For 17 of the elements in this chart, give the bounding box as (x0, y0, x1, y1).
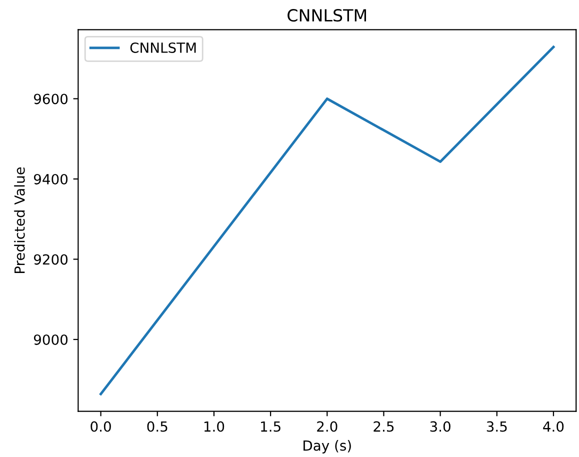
x-tick-label: 1.0 (204, 421, 224, 432)
x-tick-label: 3.0 (430, 421, 450, 432)
x-tick-label: 2.5 (374, 421, 394, 432)
y-axis-title: Predicted Value (14, 167, 25, 274)
x-tick-label: 3.5 (486, 421, 507, 432)
x-tick-label: 2.0 (317, 421, 338, 432)
chart-title: CNNLSTM (288, 9, 366, 22)
y-tick-label: 9200 (34, 254, 68, 265)
x-tick-label: 4.0 (543, 421, 564, 432)
x-axis-title: Day (s) (304, 440, 351, 454)
y-tick-label: 9400 (34, 174, 68, 184)
y-tick-label: 9600 (34, 94, 68, 104)
legend-label: CNNLSTM (130, 42, 196, 53)
x-tick-label: 1.5 (261, 421, 280, 432)
y-tick-label: 9000 (34, 334, 68, 345)
x-tick-label: 0.0 (90, 421, 111, 432)
x-tick-label: 0.5 (147, 421, 168, 432)
